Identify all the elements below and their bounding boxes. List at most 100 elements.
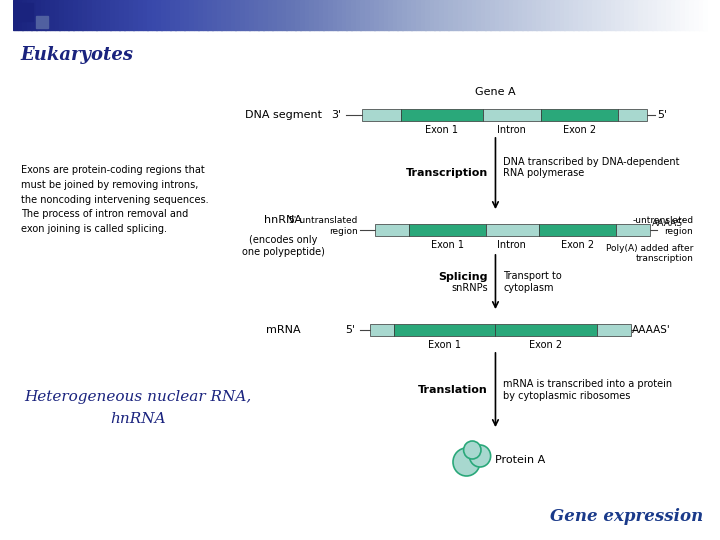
Bar xyxy=(559,0,564,30)
Bar xyxy=(277,0,282,30)
Bar xyxy=(217,0,222,30)
Bar xyxy=(212,0,217,30)
Bar xyxy=(263,0,268,30)
Bar xyxy=(55,0,60,30)
Text: snRNPs: snRNPs xyxy=(451,283,487,293)
Bar xyxy=(453,0,458,30)
Bar xyxy=(698,0,703,30)
Text: hnRNA: hnRNA xyxy=(111,412,166,426)
Bar xyxy=(444,0,449,30)
Bar xyxy=(45,0,50,30)
Bar xyxy=(365,0,370,30)
Bar xyxy=(616,224,650,236)
Bar xyxy=(588,0,593,30)
Bar xyxy=(606,0,611,30)
Bar xyxy=(495,324,597,336)
Bar xyxy=(416,0,421,30)
Text: AAAAS': AAAAS' xyxy=(631,325,670,335)
Bar xyxy=(171,0,176,30)
Text: AAAAS': AAAAS' xyxy=(652,219,685,228)
Text: Exon 1: Exon 1 xyxy=(425,125,458,135)
Circle shape xyxy=(469,445,490,467)
Bar xyxy=(346,0,351,30)
Text: Exon 2: Exon 2 xyxy=(529,340,562,350)
Bar xyxy=(458,0,463,30)
Bar xyxy=(375,224,408,236)
Bar xyxy=(184,0,189,30)
Bar xyxy=(393,0,398,30)
Bar xyxy=(652,0,657,30)
Bar xyxy=(32,0,37,30)
Bar xyxy=(680,0,685,30)
Bar xyxy=(245,0,250,30)
Bar xyxy=(64,0,69,30)
Bar xyxy=(91,0,96,30)
Text: Intron: Intron xyxy=(498,240,526,250)
Bar xyxy=(272,0,277,30)
Bar xyxy=(27,0,32,30)
Bar xyxy=(106,0,111,30)
Bar xyxy=(300,0,305,30)
Bar xyxy=(17,0,22,30)
Bar xyxy=(420,0,426,30)
Bar xyxy=(282,0,287,30)
Bar xyxy=(16,3,33,21)
Bar xyxy=(40,0,46,30)
Bar xyxy=(541,109,618,121)
Bar xyxy=(249,0,254,30)
Text: Heterogeneous nuclear RNA,: Heterogeneous nuclear RNA, xyxy=(24,390,252,404)
Bar xyxy=(430,0,435,30)
Text: Splicing: Splicing xyxy=(438,272,487,282)
Bar xyxy=(615,0,620,30)
Bar xyxy=(402,0,407,30)
Bar xyxy=(333,0,338,30)
Text: Poly(A) added after
transcription: Poly(A) added after transcription xyxy=(606,244,693,264)
Bar xyxy=(388,0,393,30)
Bar xyxy=(96,0,102,30)
Bar xyxy=(124,0,129,30)
Bar xyxy=(268,0,273,30)
Bar xyxy=(166,0,171,30)
Bar xyxy=(564,0,570,30)
Bar xyxy=(573,0,579,30)
Bar xyxy=(258,0,264,30)
Bar xyxy=(323,0,328,30)
Bar xyxy=(513,0,518,30)
Text: Exon 2: Exon 2 xyxy=(563,125,596,135)
Bar xyxy=(59,0,64,30)
Bar xyxy=(328,0,333,30)
Bar xyxy=(486,224,539,236)
Bar xyxy=(50,0,55,30)
Bar xyxy=(226,0,231,30)
Bar xyxy=(314,0,319,30)
Bar xyxy=(592,0,597,30)
Bar xyxy=(434,0,440,30)
Text: 5'-untranslated
region: 5'-untranslated region xyxy=(288,217,357,235)
Bar xyxy=(78,0,83,30)
Bar xyxy=(360,0,366,30)
Bar xyxy=(147,0,153,30)
Bar xyxy=(620,0,625,30)
Bar xyxy=(194,0,199,30)
Bar xyxy=(253,0,259,30)
Bar xyxy=(82,0,88,30)
Bar xyxy=(235,0,240,30)
Text: DNA segment: DNA segment xyxy=(245,110,322,120)
Bar xyxy=(129,0,134,30)
Bar xyxy=(310,0,315,30)
Bar xyxy=(527,0,532,30)
Bar xyxy=(485,0,490,30)
Bar xyxy=(180,0,185,30)
Bar xyxy=(504,0,509,30)
Text: Exon 1: Exon 1 xyxy=(428,340,461,350)
Bar xyxy=(703,0,708,30)
Bar xyxy=(647,0,653,30)
Text: mRNA: mRNA xyxy=(266,325,300,335)
Bar xyxy=(370,324,394,336)
Bar xyxy=(240,0,245,30)
Bar xyxy=(634,0,639,30)
Bar xyxy=(221,0,227,30)
Bar xyxy=(532,0,537,30)
Bar xyxy=(22,0,27,30)
Text: hnRNA: hnRNA xyxy=(264,215,302,225)
